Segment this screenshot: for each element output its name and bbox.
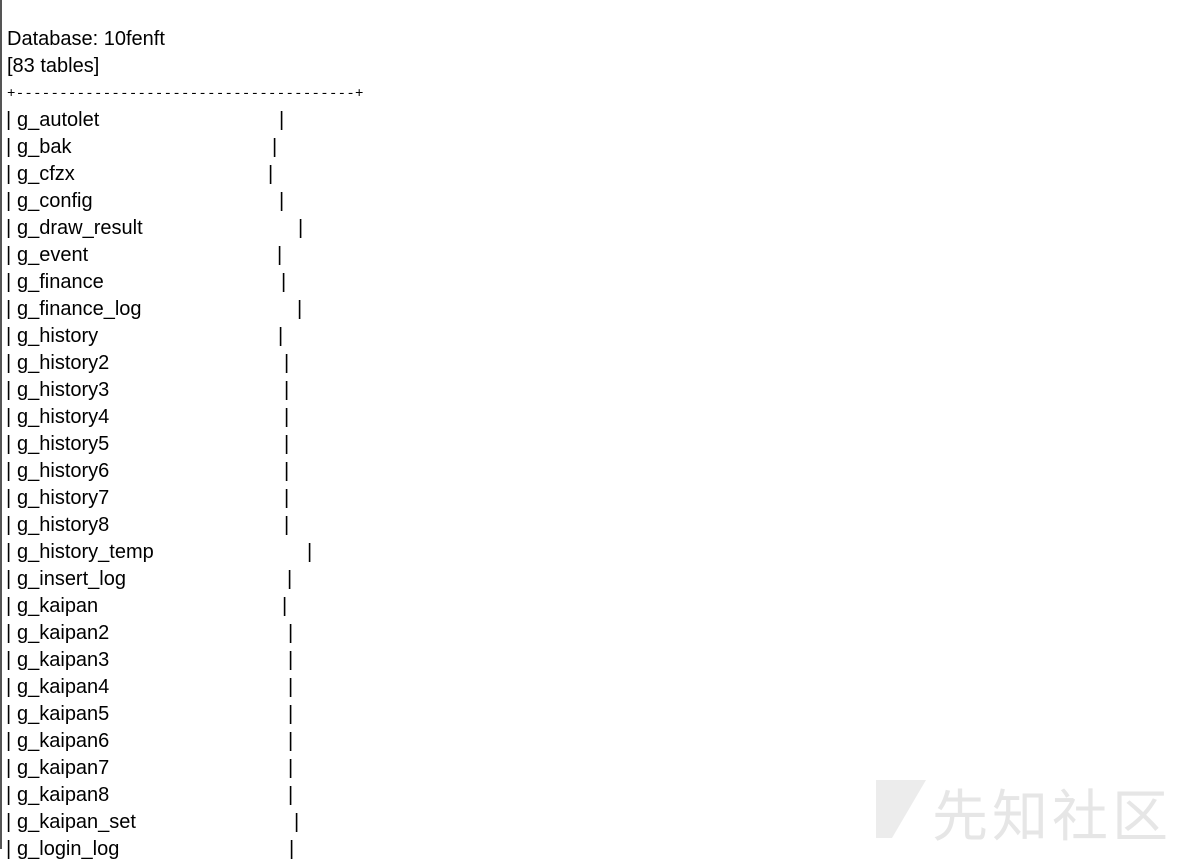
pipe: | <box>281 271 287 293</box>
pipe: | <box>288 676 294 698</box>
pipe: | <box>6 163 12 185</box>
pipe: | <box>6 676 12 698</box>
pipe: | <box>6 703 12 725</box>
pipe: | <box>6 757 12 779</box>
table-name: g_insert_log <box>17 568 126 590</box>
pipe: | <box>268 163 274 185</box>
table-name: g_autolet <box>17 109 100 131</box>
pipe: | <box>6 244 12 266</box>
pipe: | <box>307 541 313 563</box>
table-name: g_kaipan4 <box>17 676 110 698</box>
table-name: g_history4 <box>17 406 110 428</box>
table-name: g_history8 <box>17 514 110 536</box>
table-name: g_kaipan_set <box>17 811 136 833</box>
table-name: g_kaipan5 <box>17 703 110 725</box>
table-name: g_history7 <box>17 487 110 509</box>
pipe: | <box>6 784 12 806</box>
pipe: | <box>6 271 12 293</box>
pipe: | <box>6 406 12 428</box>
pipe: | <box>284 433 290 455</box>
pipe: | <box>6 838 12 860</box>
table-name: g_kaipan <box>17 595 99 617</box>
pipe: | <box>6 190 12 212</box>
pipe: | <box>288 730 294 752</box>
pipe: | <box>6 460 12 482</box>
table-name: g_history <box>17 325 99 347</box>
watermark-logo <box>876 780 926 838</box>
table-name: g_kaipan8 <box>17 784 110 806</box>
pipe: | <box>6 136 12 158</box>
table-name: g_draw_result <box>17 217 143 239</box>
database-line: Database: 10fenft <box>7 28 165 50</box>
pipe: | <box>6 379 12 401</box>
table-name: g_cfzx <box>17 163 75 185</box>
pipe: | <box>272 136 278 158</box>
pipe: | <box>6 487 12 509</box>
pipe: | <box>279 190 285 212</box>
pipe: | <box>6 730 12 752</box>
pipe: | <box>297 298 303 320</box>
pipe: | <box>298 217 304 239</box>
pipe: | <box>287 568 293 590</box>
pipe: | <box>6 433 12 455</box>
table-name: g_finance <box>17 271 104 293</box>
pipe: | <box>6 217 12 239</box>
pipe: | <box>6 568 12 590</box>
pipe: | <box>284 514 290 536</box>
pipe: | <box>288 622 294 644</box>
pipe: | <box>278 325 284 347</box>
pipe: | <box>6 514 12 536</box>
pipe: | <box>279 109 285 131</box>
pipe: | <box>6 649 12 671</box>
pipe: | <box>6 109 12 131</box>
pipe: | <box>294 811 300 833</box>
pipe: | <box>289 838 295 860</box>
table-name: g_kaipan6 <box>17 730 110 752</box>
pipe: | <box>288 784 294 806</box>
table-name: g_kaipan2 <box>17 622 110 644</box>
pipe: | <box>6 352 12 374</box>
table-name: g_history2 <box>17 352 110 374</box>
pipe: | <box>6 595 12 617</box>
pipe: | <box>284 406 290 428</box>
table-name: g_history6 <box>17 460 110 482</box>
table-count: [83 tables] <box>7 55 100 77</box>
pipe: | <box>288 757 294 779</box>
table-name: g_config <box>17 190 93 212</box>
table-name: g_login_log <box>17 838 120 860</box>
pipe: | <box>288 649 294 671</box>
table-name: g_history_temp <box>17 541 154 563</box>
table-name: g_kaipan7 <box>17 757 110 779</box>
table-name: g_kaipan3 <box>17 649 110 671</box>
pipe: | <box>6 298 12 320</box>
pipe: | <box>6 541 12 563</box>
watermark: 先知社区 <box>932 785 1172 850</box>
window-edge <box>0 0 2 849</box>
pipe: | <box>6 325 12 347</box>
pipe: | <box>6 622 12 644</box>
pipe: | <box>284 487 290 509</box>
table-name: g_finance_log <box>17 298 142 320</box>
pipe: | <box>284 352 290 374</box>
pipe: | <box>282 595 288 617</box>
pipe: | <box>277 244 283 266</box>
table-name: g_history3 <box>17 379 110 401</box>
table-border: +---------------------------------------… <box>7 86 364 102</box>
pipe: | <box>284 379 290 401</box>
table-name: g_bak <box>17 136 72 158</box>
pipe: | <box>284 460 290 482</box>
pipe: | <box>6 811 12 833</box>
table-name: g_history5 <box>17 433 110 455</box>
pipe: | <box>288 703 294 725</box>
table-name: g_event <box>17 244 89 266</box>
